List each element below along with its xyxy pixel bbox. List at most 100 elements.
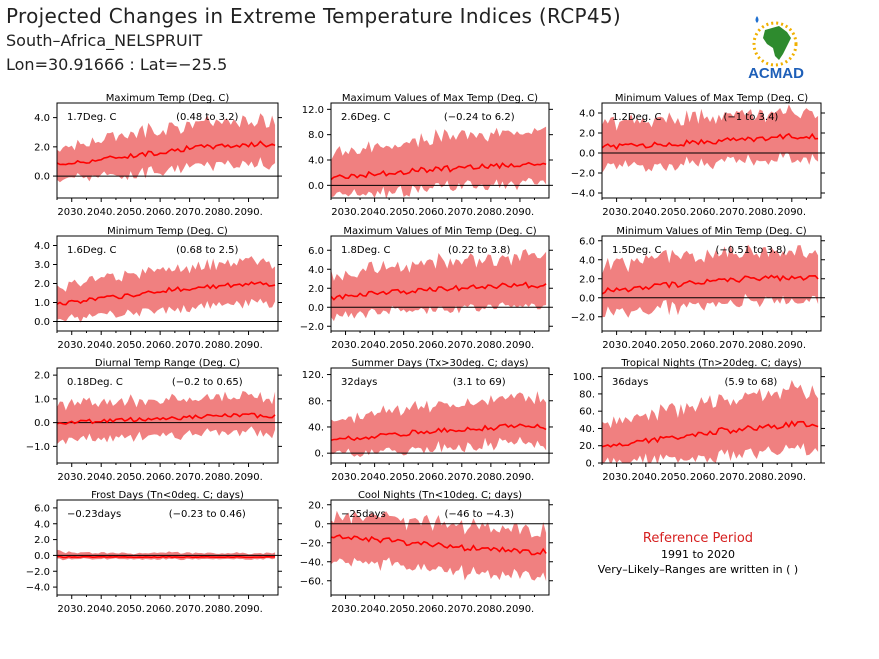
x-tick-label: 2030.: [331, 472, 360, 483]
median-line: [331, 281, 547, 301]
x-tick-label: 2040.: [360, 472, 389, 483]
y-tick-label: 0.: [585, 459, 595, 470]
plot-frame: [601, 235, 822, 332]
y-tick-label: −2.0: [571, 169, 595, 180]
x-tick-label: 2040.: [87, 472, 116, 483]
change-label: 1.5Deg. C: [612, 245, 661, 256]
x-tick-label: 2040.: [87, 604, 116, 615]
x-tick-label: 2040.: [631, 207, 660, 218]
chart-panel: −4.0 −2.0 0.0 2.0 4.0 6.0 2030. 2040. 2050. 2060.…: [26, 490, 282, 615]
x-tick-label: 2070.: [719, 472, 748, 483]
change-label: 1.2Deg. C: [612, 112, 661, 123]
y-tick-label: 6.0: [308, 246, 324, 257]
range-band: [331, 510, 547, 582]
x-tick-label: 2090.: [234, 340, 263, 351]
range-label: (−1 to 3.4): [723, 112, 778, 123]
range-label: (−46 to −4.3): [444, 509, 514, 520]
chart-title: Maximum Temp (Deg. C): [106, 93, 230, 104]
change-label: 1.6Deg. C: [67, 245, 116, 256]
x-tick-label: 2040.: [631, 472, 660, 483]
x-tick-label: 2080.: [205, 604, 234, 615]
x-tick-label: 2060.: [418, 207, 447, 218]
chart-title: Diurnal Temp Range (Deg. C): [95, 358, 240, 369]
median-line: [331, 161, 547, 181]
acmad-logo: ACMAD: [748, 16, 804, 82]
plot-frame: [601, 102, 822, 199]
location-subtitle: South–Africa_NELSPRUIT: [6, 31, 203, 50]
range-band: [331, 126, 547, 198]
x-tick-label: 2030.: [602, 340, 631, 351]
x-tick-label: 2090.: [506, 207, 535, 218]
y-tick-label: 0.: [314, 519, 324, 530]
x-tick-label: 2060.: [146, 604, 175, 615]
chart-panel: 0.20.40.60.80.100.2030. 2040. 2050. 2060. 20…: [573, 358, 825, 483]
x-tick-label: 2050.: [116, 340, 145, 351]
y-tick-label: 0.0: [308, 181, 324, 192]
acmad-africa-logo-icon: [752, 16, 798, 67]
x-tick-label: 2050.: [389, 472, 418, 483]
page-title: Projected Changes in Extreme Temperature…: [6, 4, 622, 28]
y-tick-label: 1.0: [34, 394, 50, 405]
x-tick-label: 2050.: [661, 472, 690, 483]
x-tick-label: 2080.: [477, 340, 506, 351]
x-tick-label: 2090.: [506, 472, 535, 483]
chart-title: Summer Days (Tx>30deg. C; days): [351, 358, 528, 369]
x-tick-label: 2060.: [146, 340, 175, 351]
y-tick-label: 6.0: [579, 236, 595, 247]
x-tick-label: 2050.: [116, 472, 145, 483]
x-tick-label: 2090.: [234, 472, 263, 483]
y-tick-label: 6.0: [34, 503, 50, 514]
x-tick-label: 2050.: [661, 340, 690, 351]
x-tick-label: 2070.: [175, 472, 204, 483]
x-tick-label: 2070.: [175, 340, 204, 351]
y-tick-label: −40.: [300, 557, 324, 568]
change-label: 0.18Deg. C: [67, 377, 123, 388]
x-tick-label: 2030.: [57, 472, 86, 483]
plot-frame: [330, 102, 550, 199]
range-band: [57, 113, 276, 183]
y-tick-label: 60.: [579, 407, 595, 418]
x-tick-label: 2060.: [146, 207, 175, 218]
x-tick-label: 2080.: [477, 604, 506, 615]
x-tick-label: 2090.: [506, 604, 535, 615]
range-band: [331, 249, 547, 322]
y-tick-label: 2.0: [34, 279, 50, 290]
y-tick-label: 2.0: [579, 129, 595, 140]
y-tick-label: 0.0: [34, 317, 50, 328]
x-tick-label: 2060.: [146, 472, 175, 483]
x-tick-label: 2050.: [389, 207, 418, 218]
x-tick-label: 2090.: [777, 207, 806, 218]
y-tick-label: 4.0: [579, 255, 595, 266]
range-band: [602, 104, 819, 174]
y-tick-label: −4.0: [571, 189, 595, 200]
x-tick-label: 2030.: [57, 604, 86, 615]
y-tick-label: 4.0: [308, 156, 324, 167]
y-tick-label: 40.: [579, 424, 595, 435]
y-tick-label: 2.0: [34, 535, 50, 546]
plot-frame: [56, 102, 279, 199]
change-label: −25days: [341, 509, 386, 520]
x-tick-label: 2040.: [360, 340, 389, 351]
range-band: [331, 391, 547, 458]
range-label: (−0.24 to 6.2): [444, 112, 515, 123]
y-tick-label: 4.0: [308, 265, 324, 276]
plot-frame: [601, 367, 822, 464]
chart-panel: 0.0 1.0 2.0 3.0 4.0 2030. 2040. 2050. 2060. 2070.…: [34, 226, 282, 351]
x-tick-label: 2070.: [719, 340, 748, 351]
chart-title: Tropical Nights (Tn>20deg. C; days): [620, 358, 801, 369]
median-line: [602, 274, 819, 295]
y-tick-label: 0.0: [34, 172, 50, 183]
y-tick-label: −60.: [300, 576, 324, 587]
y-tick-label: 0.0: [579, 149, 595, 160]
chart-title: Minimum Temp (Deg. C): [107, 226, 228, 237]
x-tick-label: 2030.: [57, 340, 86, 351]
y-tick-label: 0.: [314, 449, 324, 460]
plot-frame: [330, 235, 550, 332]
x-tick-label: 2090.: [506, 340, 535, 351]
change-label: 1.8Deg. C: [341, 245, 390, 256]
x-tick-label: 2090.: [777, 472, 806, 483]
range-band: [57, 256, 276, 323]
x-tick-label: 2050.: [661, 207, 690, 218]
x-tick-label: 2070.: [447, 340, 476, 351]
